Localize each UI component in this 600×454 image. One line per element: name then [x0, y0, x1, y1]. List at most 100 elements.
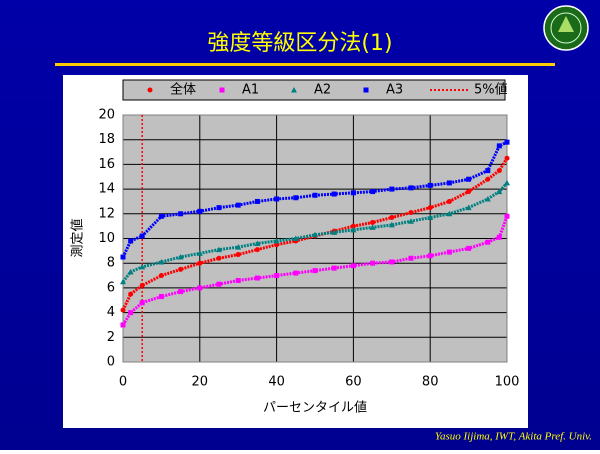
data-point	[350, 263, 356, 269]
data-point	[485, 239, 491, 245]
data-point	[128, 291, 134, 297]
data-point	[254, 240, 261, 246]
legend-marker	[147, 87, 153, 93]
legend-label: A3	[386, 83, 403, 98]
data-point	[496, 188, 503, 195]
x-tick-label: 0	[119, 375, 127, 390]
x-tick-label: 100	[495, 375, 520, 390]
y-tick-label: 2	[107, 330, 115, 345]
data-point	[177, 254, 184, 260]
data-point	[216, 255, 222, 261]
data-point	[446, 180, 452, 186]
data-point	[466, 176, 472, 182]
data-point	[139, 263, 146, 270]
data-point	[128, 310, 134, 316]
data-point	[178, 211, 184, 217]
data-point	[446, 210, 453, 217]
data-point	[120, 278, 126, 285]
data-point	[128, 238, 134, 244]
y-tick-label: 20	[98, 108, 115, 123]
data-point	[178, 266, 184, 272]
data-point	[504, 155, 510, 161]
data-point	[465, 204, 472, 211]
data-point	[389, 259, 395, 265]
data-point	[216, 246, 222, 253]
data-point	[427, 253, 433, 259]
data-point	[120, 254, 126, 260]
data-point	[331, 229, 338, 235]
series-line	[121, 181, 509, 283]
data-point	[408, 218, 414, 224]
series-line	[121, 157, 509, 311]
data-point	[446, 198, 452, 204]
x-tick-label: 40	[268, 375, 285, 390]
data-point	[274, 196, 280, 202]
data-point	[312, 192, 318, 198]
data-point	[504, 179, 510, 186]
y-tick-label: 8	[107, 256, 115, 271]
data-point	[158, 294, 164, 300]
legend-label: 5%値	[474, 82, 508, 98]
data-point	[120, 307, 126, 313]
logo	[543, 5, 589, 51]
data-point	[254, 198, 260, 204]
data-point	[389, 215, 395, 221]
x-axis-label: パーセンタイル値	[263, 400, 367, 416]
data-point	[496, 143, 502, 149]
y-tick-label: 16	[98, 157, 115, 172]
data-point	[427, 214, 434, 221]
legend	[122, 79, 506, 101]
y-tick-label: 18	[98, 132, 115, 147]
data-point	[139, 300, 145, 306]
data-point	[216, 205, 222, 211]
data-point	[331, 191, 337, 197]
data-point	[370, 189, 376, 195]
title-rule	[55, 63, 555, 66]
data-point	[350, 223, 356, 229]
data-point	[273, 237, 280, 244]
data-point	[139, 233, 145, 239]
data-point	[446, 249, 452, 255]
data-point	[120, 322, 126, 328]
data-point	[370, 219, 376, 225]
legend-label: A2	[314, 83, 331, 98]
x-tick-label: 80	[422, 375, 439, 390]
data-point	[254, 247, 260, 253]
data-point	[389, 186, 395, 192]
data-point	[504, 139, 510, 145]
data-point	[484, 195, 491, 202]
legend-label: A1	[242, 83, 259, 98]
legend-marker	[363, 87, 369, 93]
data-point	[235, 244, 242, 250]
footer: Yasuo Iijima, IWT, Akita Pref. Univ.	[435, 431, 592, 443]
plot-border	[122, 114, 508, 363]
data-point	[274, 273, 280, 279]
y-axis-label: 測定値	[70, 218, 86, 257]
data-point	[127, 268, 134, 275]
x-tick-label: 20	[192, 375, 209, 390]
data-point	[496, 234, 502, 240]
data-point	[427, 205, 433, 211]
data-point	[408, 210, 414, 216]
data-point	[331, 265, 337, 271]
data-point	[254, 275, 260, 281]
data-point	[485, 168, 491, 174]
y-tick-label: 6	[107, 280, 115, 295]
data-point	[496, 168, 502, 174]
data-point	[178, 289, 184, 295]
data-point	[235, 252, 241, 258]
data-point	[235, 277, 241, 283]
slide-title: 強度等級区分法(1)	[207, 31, 392, 56]
y-tick-label: 4	[107, 305, 115, 320]
data-point	[139, 282, 145, 288]
data-point	[197, 285, 203, 291]
data-point	[158, 258, 165, 265]
data-point	[350, 190, 356, 196]
data-point	[388, 221, 395, 228]
data-point	[408, 185, 414, 191]
data-point	[158, 213, 164, 219]
data-point	[196, 250, 203, 256]
data-point	[293, 270, 299, 276]
data-point	[293, 195, 299, 201]
